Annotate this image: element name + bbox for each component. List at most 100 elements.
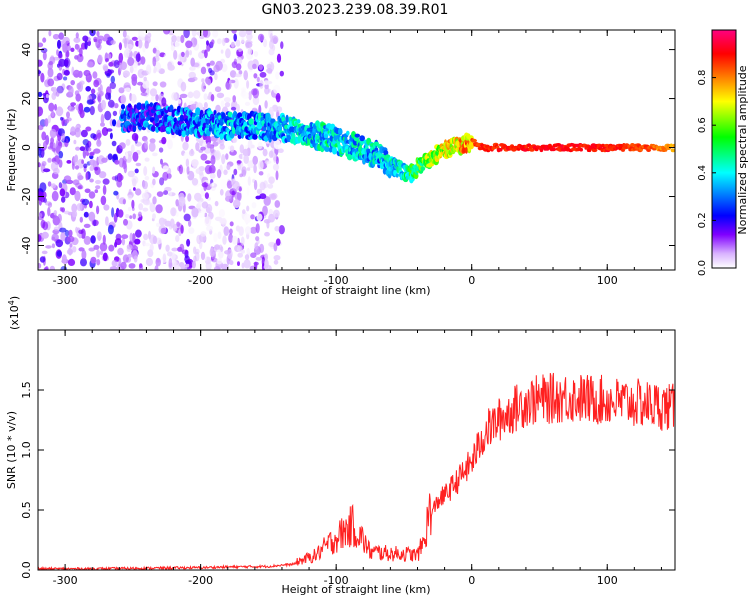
spectrogram-ridge-cell: [179, 114, 184, 122]
spectrogram-noise-cell: [122, 254, 129, 263]
spectrogram-noise-cell: [259, 93, 266, 100]
spectrogram-noise-cell: [266, 68, 273, 74]
spectrogram-noise-cell: [38, 162, 41, 168]
spectrogram-noise-cell: [112, 110, 118, 117]
spectrogram-ridge-cell: [323, 133, 329, 139]
spectrogram-noise-cell: [127, 206, 132, 212]
spectrogram-noise-cell: [120, 94, 127, 105]
spectrogram-ridge-cell: [359, 135, 365, 142]
spectrogram-noise-cell: [258, 64, 263, 71]
snr-line-series: [38, 372, 675, 570]
spectrogram-noise-cell: [269, 194, 277, 201]
spectrogram-noise-cell: [51, 243, 56, 249]
spectrogram-noise-cell: [105, 92, 111, 100]
spectrogram-noise-cell: [223, 226, 230, 237]
spectrogram-noise-cell: [105, 58, 110, 62]
spectrogram-noise-cell: [200, 153, 208, 161]
spectrogram-noise-cell: [121, 234, 129, 240]
spectrogram-noise-cell: [225, 48, 231, 59]
spectrogram-noise-cell: [161, 97, 167, 107]
spectrogram-noise-cell: [41, 191, 47, 199]
spectrogram-noise-cell: [251, 202, 257, 209]
spectrogram-noise-cell: [170, 207, 177, 217]
spectrogram-noise-cell: [167, 64, 175, 71]
spectrogram-noise-cell: [274, 225, 280, 232]
spectrogram-noise-cell: [122, 198, 126, 205]
spectrogram-noise-cell: [273, 84, 281, 94]
spectrogram-noise-cell: [246, 167, 251, 171]
spectrogram-noise-cell: [100, 195, 107, 206]
spectrogram-noise-cell: [253, 164, 257, 174]
spectrogram-noise-cell: [95, 179, 101, 185]
spectrogram-noise-cell: [99, 242, 108, 252]
spectrogram-noise-cell: [72, 246, 77, 253]
spectrogram-noise-cell: [212, 30, 219, 38]
spectrogram-noise-cell: [186, 263, 190, 268]
spectrogram-noise-cell: [198, 201, 202, 206]
spectrogram-noise-cell: [163, 190, 169, 196]
spectrogram-noise-cell: [144, 40, 149, 49]
x-tick-label: 100: [597, 574, 618, 587]
spectrogram-ridge-cell: [672, 143, 675, 148]
spectrogram-noise-cell: [193, 90, 201, 99]
spectrogram-noise-cell: [148, 141, 156, 152]
spectrogram-ridge-cell: [173, 117, 177, 123]
bottom-plot-frame: [37, 329, 676, 571]
spectrogram-noise-cell: [71, 203, 78, 213]
spectrogram-ridge-cell: [471, 138, 477, 143]
spectrogram-noise-cell: [55, 91, 60, 97]
spectrogram-noise-cell: [126, 244, 133, 250]
spectrogram-noise-cell: [99, 250, 104, 256]
spectrogram-noise-cell: [86, 61, 94, 68]
spectrogram-noise-cell: [90, 235, 96, 244]
spectrogram-noise-cell: [264, 160, 272, 165]
spectrogram-noise-cell: [58, 32, 64, 40]
spectrogram-noise-cell: [218, 244, 223, 251]
spectrogram-noise-cell: [202, 30, 208, 38]
spectrogram-noise-cell: [143, 233, 149, 241]
spectrogram-noise-cell: [149, 202, 156, 213]
spectrogram-noise-cell: [211, 39, 215, 45]
spectrogram-noise-cell: [273, 209, 280, 218]
spectrogram-noise-cell: [273, 255, 281, 261]
spectrogram-noise-cell: [114, 241, 118, 248]
spectrogram-noise-cell: [114, 175, 118, 182]
spectrogram-noise-cell: [118, 52, 124, 63]
spectrogram-noise-cell: [126, 43, 134, 50]
spectrogram-noise-cell: [83, 223, 91, 228]
spectrogram-noise-cell: [74, 165, 80, 170]
spectrogram-noise-cell: [66, 160, 72, 164]
spectrogram-noise-cell: [107, 99, 115, 108]
spectrogram-noise-cell: [51, 236, 56, 241]
spectrogram-noise-cell: [104, 110, 112, 121]
spectrogram-noise-cell: [119, 142, 126, 150]
spectrogram-noise-cell: [56, 72, 63, 81]
spectrogram-noise-cell: [103, 204, 110, 211]
spectrogram-noise-cell: [139, 33, 146, 38]
spectrogram-noise-cell: [90, 133, 96, 139]
spectrogram-noise-cell: [229, 221, 234, 227]
spectrogram-noise-cell: [226, 164, 231, 171]
spectrogram-noise-cell: [48, 61, 53, 66]
spectrogram-noise-cell: [139, 263, 143, 269]
spectrogram-noise-cell: [196, 234, 202, 245]
spectrogram-ridge-cell: [464, 146, 468, 154]
spectrogram-noise-cell: [255, 223, 260, 234]
spectrogram-noise-cell: [140, 56, 146, 65]
spectrogram-noise-cell: [216, 38, 222, 45]
spectrogram-noise-cell: [98, 171, 107, 179]
spectrogram-noise-cell: [240, 249, 245, 254]
spectrogram-noise-cell: [190, 103, 198, 110]
spectrogram-ridge-cell: [671, 148, 675, 153]
spectrogram-noise-cell: [57, 39, 61, 49]
spectrogram-noise-cell: [47, 207, 51, 217]
spectrogram-noise-cell: [68, 247, 73, 256]
spectrogram-noise-cell: [200, 66, 207, 75]
spectrogram-noise-cell: [193, 38, 198, 46]
spectrogram-noise-cell: [242, 209, 246, 215]
spectrogram-noise-cell: [238, 70, 243, 75]
spectrogram-noise-cell: [158, 147, 164, 153]
spectrogram-noise-cell: [81, 249, 87, 260]
spectrogram-noise-cell: [204, 160, 211, 165]
spectrogram-noise-cell: [65, 50, 70, 58]
